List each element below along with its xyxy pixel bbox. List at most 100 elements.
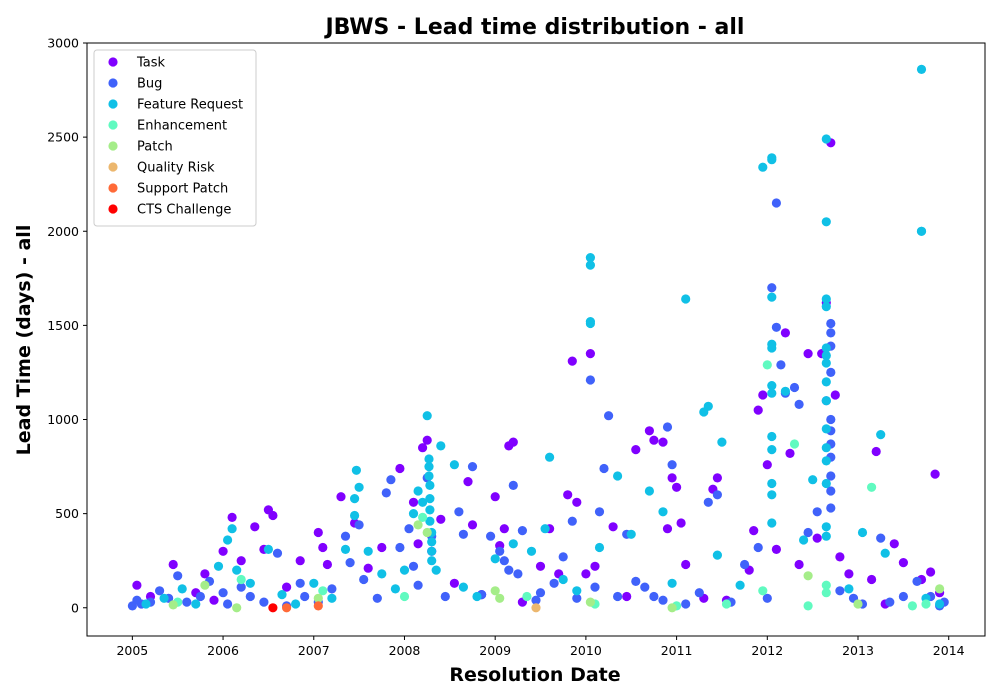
data-point <box>408 561 419 571</box>
data-point <box>295 556 305 566</box>
data-point <box>703 497 713 507</box>
data-point <box>531 595 541 605</box>
data-point <box>585 597 596 607</box>
data-point <box>531 603 541 613</box>
data-point <box>422 435 432 445</box>
data-point <box>173 571 183 581</box>
data-point <box>821 343 831 353</box>
data-point <box>826 318 836 329</box>
data-point <box>821 302 831 312</box>
data-point <box>826 414 836 425</box>
legend-label: CTS Challenge <box>137 203 231 218</box>
data-point <box>427 546 437 556</box>
data-point <box>649 591 659 602</box>
data-point <box>830 390 840 400</box>
data-point <box>399 591 410 602</box>
data-point <box>440 591 450 602</box>
legend-marker <box>108 57 118 67</box>
data-point <box>658 595 668 605</box>
data-point <box>227 512 237 523</box>
data-point <box>572 497 582 507</box>
data-point <box>631 576 641 587</box>
data-point <box>857 527 868 538</box>
data-point <box>395 463 405 474</box>
data-point <box>463 477 473 487</box>
data-point <box>427 537 437 547</box>
series-feature-request <box>141 64 945 609</box>
data-point <box>490 586 500 596</box>
data-point <box>803 349 813 359</box>
data-point <box>794 399 804 409</box>
data-point <box>268 603 278 613</box>
data-point <box>277 590 287 600</box>
data-point <box>300 591 310 602</box>
x-tick-label: 2014 <box>933 643 965 658</box>
data-point <box>390 584 400 594</box>
data-point <box>413 539 423 549</box>
data-point <box>767 431 777 442</box>
legend-label: Task <box>136 56 166 71</box>
data-point <box>780 386 791 396</box>
data-point <box>313 593 323 603</box>
data-point <box>821 377 831 387</box>
data-point <box>767 388 777 398</box>
data-point <box>907 601 918 611</box>
legend-label: Quality Risk <box>137 161 215 176</box>
y-tick-label: 0 <box>71 600 79 615</box>
data-point <box>613 471 623 481</box>
data-point <box>626 529 636 539</box>
data-point <box>667 460 677 470</box>
data-point <box>236 582 246 592</box>
data-point <box>395 542 405 553</box>
y-tick-label: 2500 <box>47 130 79 145</box>
data-point <box>821 531 831 541</box>
data-point <box>504 565 514 575</box>
data-point <box>408 508 419 519</box>
x-tick-label: 2008 <box>389 643 421 658</box>
data-point <box>789 382 800 393</box>
data-point <box>345 558 355 568</box>
data-point <box>767 478 777 489</box>
data-point <box>667 578 677 588</box>
data-point <box>351 465 361 475</box>
series-support-patch <box>282 601 323 613</box>
data-point <box>594 507 605 517</box>
data-point <box>318 542 328 553</box>
data-point <box>168 600 178 610</box>
data-point <box>912 576 922 587</box>
data-point <box>740 559 750 570</box>
x-tick-label: 2012 <box>751 643 783 658</box>
data-point <box>295 578 305 588</box>
data-point <box>354 482 364 492</box>
data-point <box>821 522 831 532</box>
data-point <box>712 473 723 483</box>
data-point <box>835 586 845 596</box>
data-point <box>272 548 283 558</box>
data-point <box>458 529 468 539</box>
data-point <box>408 497 419 507</box>
data-point <box>340 531 351 541</box>
data-point <box>517 526 528 536</box>
data-point <box>826 328 836 338</box>
data-point <box>599 463 609 474</box>
data-point <box>418 443 428 453</box>
data-point <box>322 559 332 570</box>
data-point <box>681 294 691 304</box>
data-point <box>200 580 210 590</box>
data-point <box>549 578 559 588</box>
data-point <box>499 524 509 534</box>
data-point <box>767 445 777 455</box>
legend: Task Bug Feature Request Enhancement Patch Qu… <box>93 49 257 227</box>
data-point <box>508 539 518 549</box>
x-tick-label: 2011 <box>661 643 693 658</box>
data-point <box>218 588 228 598</box>
data-point <box>558 552 568 562</box>
data-point <box>712 550 723 560</box>
data-point <box>508 480 518 490</box>
data-point <box>223 599 233 609</box>
legend-marker <box>108 162 118 172</box>
data-point <box>780 328 791 338</box>
legend-label: Support Patch <box>137 182 228 197</box>
data-point <box>377 542 387 553</box>
x-tick-label: 2009 <box>479 643 511 658</box>
